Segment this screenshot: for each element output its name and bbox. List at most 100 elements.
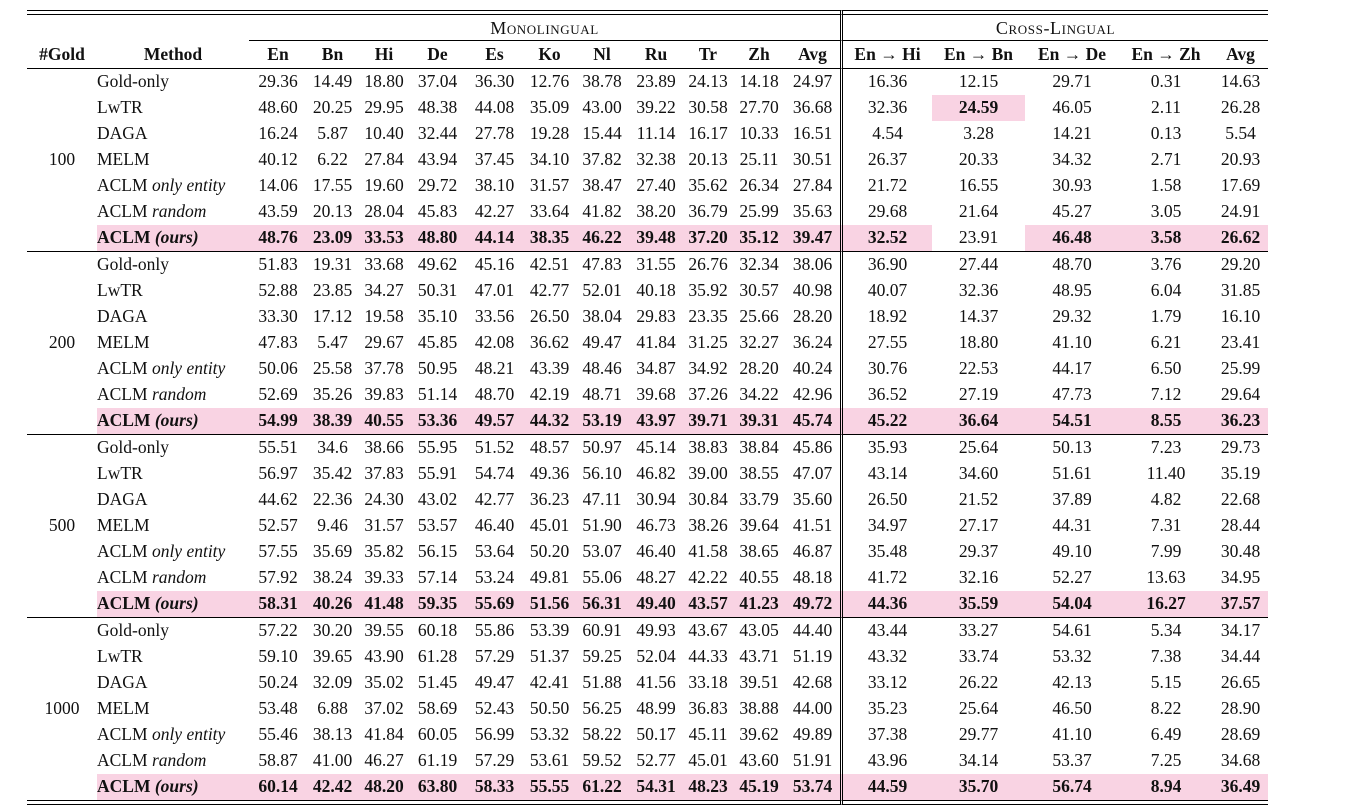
method-cell: ACLM random bbox=[97, 748, 249, 774]
mono-score-cell: 50.97 bbox=[582, 437, 622, 458]
cross-score-cell: 35.70 bbox=[932, 774, 1025, 800]
mono-score-cell: 42.08 bbox=[474, 332, 515, 353]
mono-score-cell: 58.31 bbox=[249, 591, 307, 618]
mono-score-cell: 19.60 bbox=[364, 175, 404, 196]
mono-score-cell: 52.04 bbox=[636, 646, 676, 667]
method-variant: (ours) bbox=[154, 593, 199, 614]
mono-score-cell: 57.29 bbox=[474, 646, 515, 667]
cross-score-cell: 32.52 bbox=[840, 225, 932, 252]
method-cell: Gold-only bbox=[97, 69, 249, 95]
cross-score-cell: 6.49 bbox=[1150, 724, 1182, 745]
mono-score-cell: 48.20 bbox=[358, 774, 410, 800]
table-row: ACLM random 57.92 38.24 39.33 57.14 53.24 49.8… bbox=[27, 565, 1268, 591]
method-cell: ACLM only entity bbox=[97, 539, 249, 565]
method-name: MELM bbox=[97, 149, 150, 170]
mono-score-cell: 39.64 bbox=[739, 515, 779, 536]
cross-score-cell: 6.50 bbox=[1150, 358, 1182, 379]
mono-score-cell: 36.30 bbox=[474, 71, 515, 92]
mono-score-cell: 34.87 bbox=[636, 358, 676, 379]
mono-score-cell: 10.33 bbox=[739, 123, 779, 144]
mono-score-cell: 59.52 bbox=[582, 750, 622, 771]
cross-score-cell: 11.40 bbox=[1146, 463, 1186, 484]
mono-score-cell: 32.38 bbox=[636, 149, 676, 170]
table-row: ACLM only entity 55.46 38.13 41.84 60.05 56.9… bbox=[27, 722, 1268, 748]
cross-score-cell: 49.10 bbox=[1052, 541, 1092, 562]
mono-score-cell: 55.46 bbox=[258, 724, 298, 745]
mono-score-cell: 23.35 bbox=[688, 306, 728, 327]
mono-score-cell: 50.24 bbox=[258, 672, 298, 693]
mono-score-cell: 52.57 bbox=[258, 515, 298, 536]
results-table: Monolingual Cross-Lingual #Gold Method E… bbox=[27, 10, 1268, 805]
mono-col-header: Bn bbox=[307, 41, 358, 69]
cross-col-header: En → Hi bbox=[840, 41, 932, 69]
mono-score-cell: 40.18 bbox=[636, 280, 676, 301]
cross-score-cell: 43.14 bbox=[840, 461, 932, 487]
method-name: ACLM bbox=[97, 227, 151, 248]
cross-score-cell: 12.15 bbox=[958, 71, 999, 92]
mono-score-cell: 56.15 bbox=[417, 541, 458, 562]
cross-score-cell: 36.52 bbox=[840, 382, 932, 408]
mono-score-cell: 51.88 bbox=[582, 672, 622, 693]
mono-score-cell: 39.65 bbox=[312, 646, 353, 667]
mono-col-header: Ko bbox=[524, 41, 575, 69]
mono-score-cell: 50.50 bbox=[529, 698, 570, 719]
mono-score-cell: 35.69 bbox=[312, 541, 353, 562]
cross-score-cell: 27.17 bbox=[958, 515, 999, 536]
mono-score-cell: 6.88 bbox=[317, 698, 348, 719]
mono-score-cell: 48.80 bbox=[410, 225, 465, 252]
method-cell: DAGA bbox=[97, 121, 249, 147]
mono-score-cell: 49.57 bbox=[465, 408, 524, 435]
mono-score-cell: 51.90 bbox=[582, 515, 622, 536]
mono-score-cell: 27.70 bbox=[739, 97, 779, 118]
cross-score-cell: 34.32 bbox=[1052, 149, 1092, 170]
mono-score-cell: 42.96 bbox=[792, 384, 833, 405]
method-cell: Gold-only bbox=[97, 435, 249, 461]
mono-score-cell: 35.26 bbox=[312, 384, 353, 405]
cross-score-cell: 5.54 bbox=[1225, 123, 1256, 144]
mono-score-cell: 47.83 bbox=[582, 254, 622, 275]
mono-score-cell: 58.22 bbox=[582, 724, 622, 745]
method-cell: MELM bbox=[97, 147, 249, 173]
cross-score-cell: 52.27 bbox=[1052, 567, 1092, 588]
mono-score-cell: 38.24 bbox=[312, 567, 353, 588]
method-variant: (ours) bbox=[154, 227, 199, 248]
cross-score-cell: 33.12 bbox=[840, 670, 932, 696]
mono-score-cell: 56.10 bbox=[582, 463, 622, 484]
cross-col-header: En → De bbox=[1025, 41, 1119, 69]
mono-score-cell: 57.22 bbox=[258, 620, 298, 641]
method-name: Gold-only bbox=[97, 71, 169, 92]
mono-score-cell: 30.20 bbox=[312, 620, 353, 641]
method-name: LwTR bbox=[97, 463, 143, 484]
method-name: ACLM bbox=[97, 593, 151, 614]
mono-score-cell: 42.77 bbox=[474, 489, 515, 510]
mono-score-cell: 36.68 bbox=[792, 97, 833, 118]
cross-score-cell: 35.23 bbox=[840, 696, 932, 722]
mono-score-cell: 43.59 bbox=[258, 201, 298, 222]
mono-score-cell: 54.31 bbox=[629, 774, 683, 800]
table-row: ACLM only entity 50.06 25.58 37.78 50.95 48.2… bbox=[27, 356, 1268, 382]
mono-score-cell: 44.40 bbox=[792, 620, 833, 641]
cross-score-cell: 14.63 bbox=[1220, 71, 1261, 92]
mono-score-cell: 19.31 bbox=[312, 254, 353, 275]
mono-score-cell: 11.14 bbox=[636, 123, 676, 144]
method-name: ACLM bbox=[97, 750, 148, 771]
mono-score-cell: 48.76 bbox=[249, 225, 307, 252]
mono-col-header: Ru bbox=[629, 41, 683, 69]
cross-score-cell: 53.37 bbox=[1052, 750, 1092, 771]
mono-score-cell: 51.19 bbox=[792, 646, 833, 667]
mono-score-cell: 49.72 bbox=[785, 591, 840, 618]
mono-score-cell: 42.41 bbox=[529, 672, 570, 693]
method-name: ACLM bbox=[97, 776, 151, 797]
table-row: MELM 53.48 6.88 37.02 58.69 52.43 50.50 56.25 48… bbox=[27, 696, 1268, 722]
mono-score-cell: 37.26 bbox=[688, 384, 728, 405]
mono-score-cell: 25.58 bbox=[312, 358, 353, 379]
method-name: Gold-only bbox=[97, 620, 169, 641]
cross-score-cell: 7.38 bbox=[1150, 646, 1182, 667]
method-cell: ACLM only entity bbox=[97, 356, 249, 382]
cross-score-cell: 37.57 bbox=[1213, 591, 1268, 618]
method-name: ACLM bbox=[97, 567, 148, 588]
cross-col-header: Avg bbox=[1213, 41, 1268, 69]
cross-score-cell: 2.71 bbox=[1150, 149, 1182, 170]
gold-header: #Gold bbox=[27, 41, 97, 69]
cross-score-cell: 35.19 bbox=[1220, 463, 1261, 484]
